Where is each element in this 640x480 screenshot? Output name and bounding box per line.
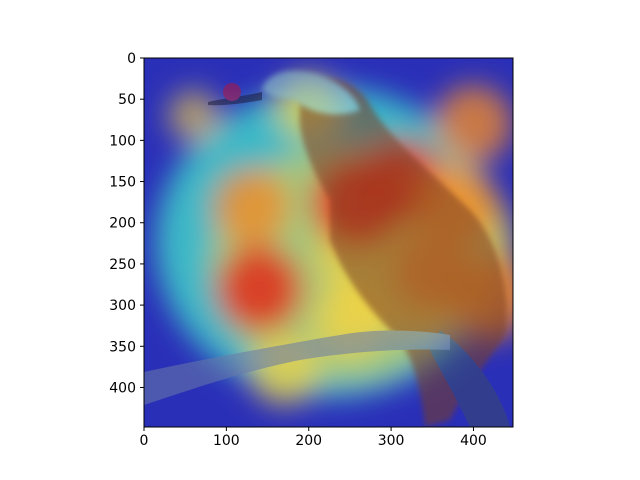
y-tick-label: 200 <box>109 216 136 232</box>
bird-image <box>144 70 510 427</box>
y-tick-label: 250 <box>109 257 136 273</box>
y-tick-label: 150 <box>109 175 136 191</box>
x-tick-label: 400 <box>460 433 487 449</box>
heatmap-hotspot <box>215 245 303 333</box>
y-tick-label: 300 <box>109 298 136 314</box>
berry <box>223 83 241 101</box>
heatmap-hotspot <box>434 84 513 163</box>
x-tick-label: 300 <box>378 433 405 449</box>
x-tick-label: 0 <box>140 433 149 449</box>
y-tick-label: 0 <box>127 51 136 67</box>
heatmap-hotspot <box>212 167 291 246</box>
y-tick-label: 400 <box>109 380 136 396</box>
plot-frame <box>143 57 514 428</box>
x-axis: 0 100 200 300 400 <box>140 427 487 449</box>
heatmap-hotspot <box>167 90 219 142</box>
plot-area <box>144 58 513 427</box>
branch <box>144 330 450 405</box>
y-tick-label: 50 <box>118 92 136 108</box>
y-tick-label: 350 <box>109 339 136 355</box>
x-tick-label: 200 <box>295 433 322 449</box>
bird-head <box>262 70 360 115</box>
bird-body <box>299 78 507 427</box>
y-axis: 0 50 100 150 200 250 300 350 400 <box>109 51 144 396</box>
y-tick-label: 100 <box>109 133 136 149</box>
x-tick-label: 100 <box>213 433 240 449</box>
bird-tail <box>430 330 510 427</box>
